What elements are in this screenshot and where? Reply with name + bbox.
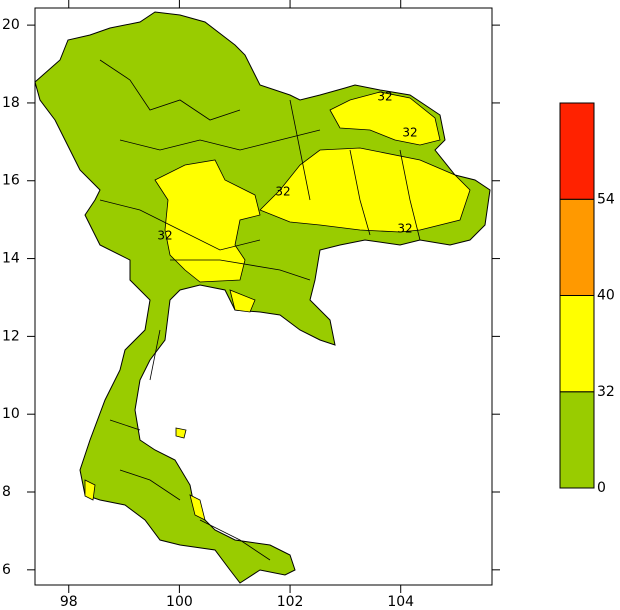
y-tick-label: 10 [2,406,20,422]
land [34,11,491,584]
y-tick-label: 20 [2,17,20,33]
colorbar-label: 32 [597,384,615,400]
y-tick-label: 12 [2,328,20,344]
colorbar-label: 54 [597,191,615,207]
colorbar-bin [559,102,595,200]
colorbar-bin [559,295,595,393]
contour-label: 32 [402,126,417,140]
x-tick-label: 104 [387,594,414,610]
colorbar-label: 40 [597,288,615,304]
colorbar-bin [559,391,595,489]
colorbar-label: 0 [597,480,606,496]
y-tick-label: 8 [2,484,11,500]
heat-zone-32-40 [84,91,471,521]
x-tick-label: 102 [277,594,304,610]
y-tick-label: 18 [2,95,20,111]
contour-label: 32 [397,222,412,236]
contour-label: 32 [377,90,392,104]
x-tick-label: 98 [60,594,78,610]
y-tick-label: 16 [2,173,20,189]
x-tick-label: 100 [166,594,193,610]
contour-label: 32 [157,229,172,243]
colorbar-bin [559,198,595,296]
province-borders [99,59,421,561]
contour-label: 32 [275,185,290,199]
y-tick-label: 14 [2,251,20,267]
y-tick-label: 6 [2,562,11,578]
